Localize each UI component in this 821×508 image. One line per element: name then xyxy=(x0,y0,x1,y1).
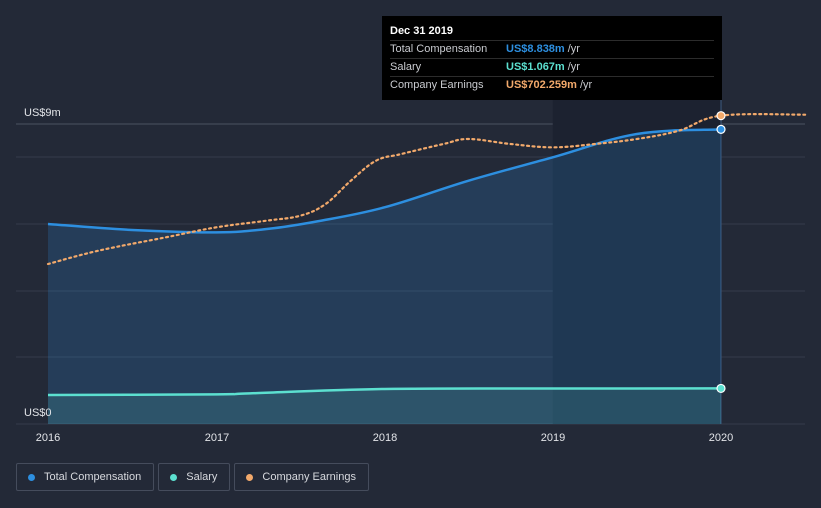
tooltip-unit: /yr xyxy=(567,43,580,55)
salary-marker xyxy=(716,383,726,394)
tooltip-value: US$1.067m xyxy=(506,61,565,73)
endpoint-markers xyxy=(716,111,726,394)
tooltip-date: Dec 31 2019 xyxy=(390,25,453,37)
x-tick-label-2017: 2017 xyxy=(205,432,229,444)
x-tick-label-2019: 2019 xyxy=(541,432,565,444)
tooltip-unit: /yr xyxy=(579,79,593,91)
company-earnings-marker xyxy=(716,111,726,121)
hover-tooltip: Dec 31 2019 Total Compensation US$8.838m… xyxy=(382,16,722,100)
total-compensation-marker xyxy=(716,124,726,134)
legend-item-total-compensation[interactable]: Total Compensation xyxy=(16,463,155,491)
legend-label: Salary xyxy=(186,471,218,483)
tooltip-unit: /yr xyxy=(567,61,580,73)
tooltip-value: US$702.259m xyxy=(506,79,577,91)
y-tick-label-max: US$9m xyxy=(24,107,61,119)
tooltip-value: US$8.838m xyxy=(506,43,565,55)
tooltip-label: Salary xyxy=(390,61,422,73)
tooltip-row-total-compensation: Total Compensation US$8.838m /yr xyxy=(390,40,714,58)
total-compensation-line xyxy=(47,128,722,234)
company-earnings-line xyxy=(46,113,807,266)
highlight-band-rect xyxy=(552,100,721,424)
chart-legend: Total Compensation Salary Company Earnin… xyxy=(16,463,369,491)
tooltip-label: Company Earnings xyxy=(390,79,484,91)
salary-area xyxy=(48,388,721,424)
area-fills xyxy=(48,129,721,424)
legend-dot-icon xyxy=(170,473,178,481)
legend-item-company-earnings[interactable]: Company Earnings xyxy=(234,463,369,491)
axis-labels: US$9m US$0 2016 2017 2018 2019 2020 xyxy=(24,107,733,444)
x-tick-label-2018: 2018 xyxy=(373,432,397,444)
x-tick-label-2020: 2020 xyxy=(709,432,733,444)
series-lines xyxy=(46,113,807,397)
tooltip-row-company-earnings: Company Earnings US$702.259m /yr xyxy=(390,76,714,94)
legend-label: Company Earnings xyxy=(262,471,356,483)
legend-label: Total Compensation xyxy=(44,471,142,483)
x-tick-label-2016: 2016 xyxy=(36,432,60,444)
legend-dot-icon xyxy=(246,473,254,481)
legend-dot-icon xyxy=(28,473,35,481)
y-tick-label-zero: US$0 xyxy=(24,407,52,419)
total-compensation-area xyxy=(48,129,721,424)
legend-item-salary[interactable]: Salary xyxy=(158,463,231,491)
salary-line xyxy=(47,387,722,397)
highlight-band xyxy=(552,100,722,424)
tooltip-label: Total Compensation xyxy=(390,43,488,55)
tooltip-row-salary: Salary US$1.067m /yr xyxy=(390,58,714,76)
